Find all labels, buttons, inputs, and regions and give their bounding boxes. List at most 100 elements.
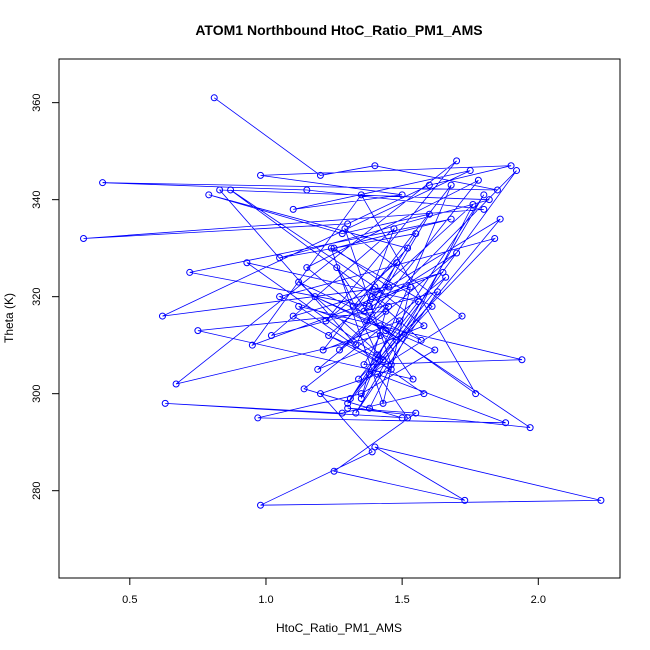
data-point xyxy=(491,234,499,242)
data-point xyxy=(336,346,343,354)
y-tick-label: 340 xyxy=(31,190,43,208)
data-point xyxy=(314,365,322,373)
data-point xyxy=(480,191,488,199)
data-point xyxy=(365,404,373,412)
y-tick-label: 280 xyxy=(31,482,43,500)
data-point xyxy=(303,186,311,194)
data-point xyxy=(227,186,235,194)
data-point xyxy=(434,288,442,296)
data-point xyxy=(357,395,365,403)
data-point xyxy=(387,365,395,373)
data-point xyxy=(357,390,365,398)
data-point xyxy=(374,370,382,378)
data-point xyxy=(390,225,398,233)
data-point xyxy=(597,496,605,504)
data-point xyxy=(480,205,488,213)
data-layer xyxy=(80,94,605,509)
data-point xyxy=(352,409,360,417)
data-point xyxy=(395,317,403,325)
series-line xyxy=(83,97,601,506)
data-point xyxy=(295,278,303,286)
x-tick-label: 2.0 xyxy=(531,594,546,606)
data-point xyxy=(447,181,455,189)
x-tick-label: 1.5 xyxy=(394,594,409,606)
data-point xyxy=(186,268,194,276)
data-point xyxy=(333,264,341,272)
data-point xyxy=(330,244,338,252)
data-point xyxy=(267,331,275,339)
data-point xyxy=(172,380,180,388)
data-point xyxy=(80,234,88,242)
data-point xyxy=(393,259,401,267)
data-point xyxy=(295,302,303,310)
y-tick-label: 320 xyxy=(31,287,43,305)
data-point xyxy=(469,201,477,209)
data-point xyxy=(316,171,324,179)
data-point xyxy=(349,302,357,310)
data-point xyxy=(355,375,363,383)
data-point xyxy=(447,215,455,223)
x-axis-label: HtoC_Ratio_PM1_AMS xyxy=(276,621,402,635)
data-point xyxy=(363,317,371,325)
data-point xyxy=(158,312,166,320)
data-point xyxy=(472,390,480,398)
data-point xyxy=(376,322,384,330)
data-point xyxy=(420,322,428,330)
data-point xyxy=(365,302,373,310)
data-point xyxy=(382,307,390,315)
data-point xyxy=(442,273,450,281)
y-tick-label: 360 xyxy=(31,93,43,111)
data-point xyxy=(319,346,327,354)
data-point xyxy=(485,196,493,204)
data-point xyxy=(205,191,213,199)
data-point xyxy=(327,244,335,252)
data-point xyxy=(412,230,420,238)
y-axis-label: Theta (K) xyxy=(2,293,16,343)
data-point xyxy=(371,162,379,170)
data-point xyxy=(385,283,393,291)
data-point xyxy=(425,210,433,218)
data-point xyxy=(161,399,169,407)
x-axis: 0.5 1.0 1.5 2.0 xyxy=(122,577,546,606)
data-point xyxy=(502,419,510,427)
data-point xyxy=(300,385,308,393)
data-point xyxy=(518,356,526,364)
data-point xyxy=(194,327,202,335)
data-point xyxy=(466,167,474,175)
data-point xyxy=(289,205,297,213)
data-point xyxy=(257,171,265,179)
data-point xyxy=(507,162,515,170)
data-point xyxy=(379,399,387,407)
data-point xyxy=(404,244,412,252)
data-point xyxy=(352,341,360,349)
data-point xyxy=(371,283,379,291)
data-point xyxy=(461,496,469,504)
data-point xyxy=(360,307,368,315)
data-point xyxy=(365,370,373,378)
data-point xyxy=(496,215,504,223)
data-point xyxy=(425,181,433,189)
y-tick-label: 300 xyxy=(31,385,43,403)
data-point xyxy=(338,409,346,417)
data-point xyxy=(474,176,482,184)
data-point xyxy=(382,327,390,335)
data-point xyxy=(417,336,425,344)
data-point xyxy=(398,414,406,422)
data-point xyxy=(311,293,319,301)
data-point xyxy=(330,467,338,475)
data-point xyxy=(493,186,501,194)
data-point xyxy=(513,167,521,175)
data-point xyxy=(99,179,107,187)
x-tick-label: 0.5 xyxy=(122,594,137,606)
data-point xyxy=(379,356,387,364)
data-point xyxy=(248,341,256,349)
y-axis: 280 300 320 340 360 xyxy=(31,93,60,500)
data-point xyxy=(368,448,376,456)
data-point xyxy=(276,293,284,301)
data-point xyxy=(325,331,333,339)
data-point xyxy=(453,157,461,165)
data-point xyxy=(420,390,428,398)
data-point xyxy=(412,409,420,417)
data-point xyxy=(289,312,297,320)
